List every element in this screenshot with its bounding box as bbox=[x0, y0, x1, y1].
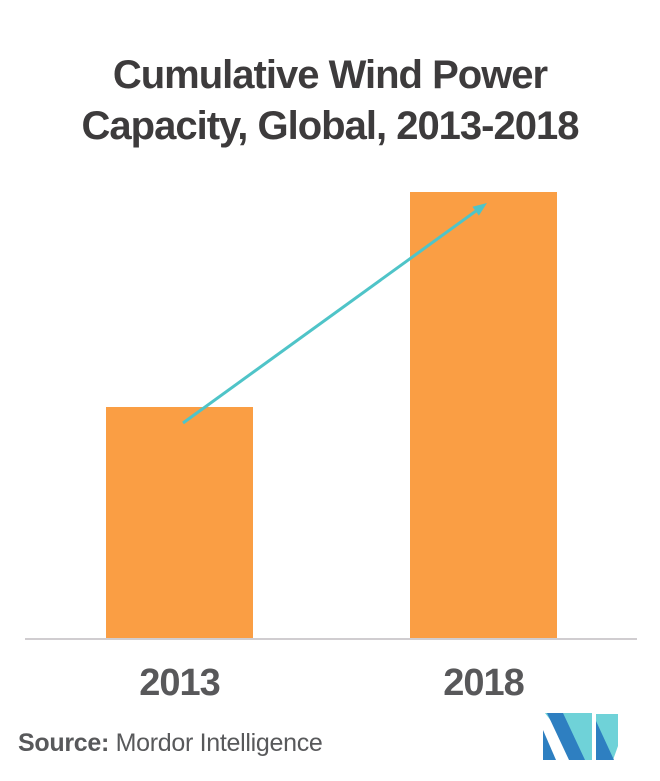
x-axis-label-2018: 2018 bbox=[443, 662, 525, 704]
source-value: Mordor Intelligence bbox=[108, 729, 323, 757]
logo-m-shape bbox=[543, 713, 592, 760]
source-label: Source: bbox=[18, 729, 109, 757]
mordor-intelligence-logo-icon bbox=[543, 713, 618, 760]
chart-title-line1: Cumulative Wind Power bbox=[112, 53, 548, 97]
logo-i-shape bbox=[596, 714, 618, 760]
bar-2018 bbox=[410, 192, 557, 638]
source-note: Source: Mordor Intelligence bbox=[18, 729, 323, 758]
x-axis-label-2013: 2013 bbox=[139, 662, 221, 704]
chart-title: Cumulative Wind Power Capacity, Global, … bbox=[0, 50, 660, 152]
bar-2013 bbox=[106, 407, 253, 638]
chart-title-line2: Capacity, Global, 2013-2018 bbox=[81, 104, 580, 148]
x-axis-baseline bbox=[25, 638, 637, 640]
